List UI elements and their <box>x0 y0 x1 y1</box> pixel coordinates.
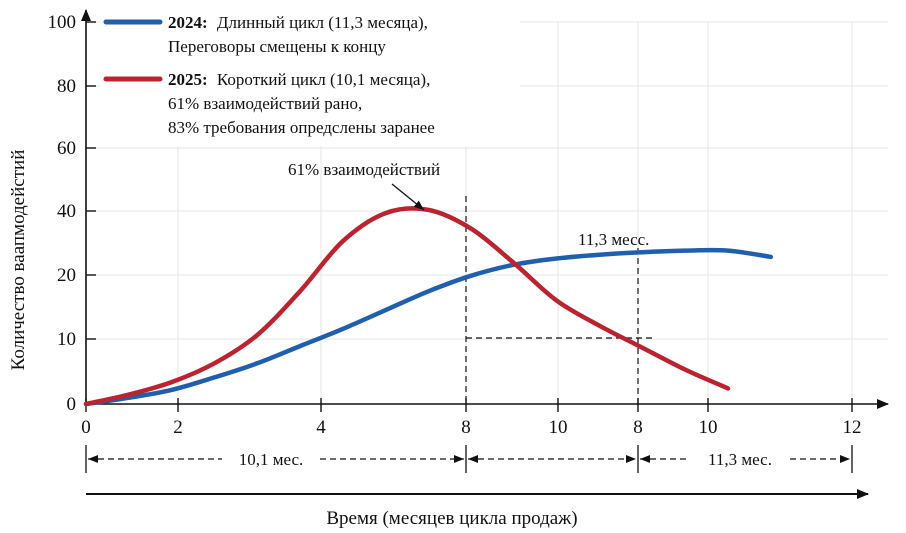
series-lines <box>83 206 774 407</box>
y-tick-label-2: 20 <box>57 265 76 286</box>
series-line-2024 <box>83 247 774 407</box>
legend-2024-line1: Длинный цикл (11,3 месяца), <box>217 13 428 32</box>
y-tick-marks <box>86 21 96 405</box>
legend-2025-year: 2025: <box>168 70 208 89</box>
legend-2025-line2: 61% взаимодействий рано, <box>168 94 362 113</box>
x-tick-label-6: 10 <box>699 417 718 438</box>
y-axis-label: Количество ваапмодейстий <box>8 150 29 371</box>
y-tick-label-1: 10 <box>57 329 76 350</box>
y-tick-label-6: 100 <box>48 12 77 33</box>
x-axis-label: Время (месяцев цикла продаж) <box>326 508 577 529</box>
legend-2025-line1: Короткий цикл (10,1 месяца), <box>217 70 430 89</box>
peak-annotation-arrow <box>391 183 425 211</box>
x-tick-labels: 0 2 4 8 10 8 10 12 <box>81 417 861 438</box>
y-tick-label-0: 0 <box>67 394 77 415</box>
x-tick-label-2: 4 <box>316 417 326 438</box>
legend-entry-2025: 2025: Короткий цикл (10,1 месяца), <box>168 70 430 89</box>
series-line-2025 <box>83 206 731 407</box>
x-tick-label-5: 8 <box>633 417 643 438</box>
legend-2024-line2: Переговоры смещены к концу <box>168 37 386 56</box>
y-tick-labels: 0 10 20 40 60 80 100 <box>48 12 77 415</box>
cycle-annotation-top: 11,3 месс. <box>578 230 649 249</box>
x-tick-label-7: 12 <box>843 417 862 438</box>
dashed-guides <box>465 196 655 404</box>
y-tick-label-4: 60 <box>57 138 76 159</box>
legend-2025-line3: 83% требования опредслены заранее <box>168 118 435 137</box>
x-tick-marks <box>85 398 853 412</box>
span-2024-label: 11,3 мес. <box>708 450 772 469</box>
legend: 2024: Длинный цикл (11,3 месяца), Перего… <box>100 6 520 146</box>
x-tick-label-0: 0 <box>81 417 91 438</box>
span-2025-label: 10,1 мес. <box>239 450 304 469</box>
peak-annotation: 61% взаимодействий <box>288 160 440 179</box>
cycle-spans: 10,1 мес. 11,3 мес. <box>85 445 853 473</box>
legend-2024-year: 2024: <box>168 13 208 32</box>
y-tick-label-3: 40 <box>57 201 76 222</box>
legend-entry-2024: 2024: Длинный цикл (11,3 месяца), <box>168 13 428 32</box>
y-tick-label-5: 80 <box>57 76 76 97</box>
x-tick-label-3: 8 <box>461 417 471 438</box>
legend-background <box>100 6 520 146</box>
x-tick-label-1: 2 <box>173 417 183 438</box>
x-tick-label-4: 10 <box>549 417 568 438</box>
